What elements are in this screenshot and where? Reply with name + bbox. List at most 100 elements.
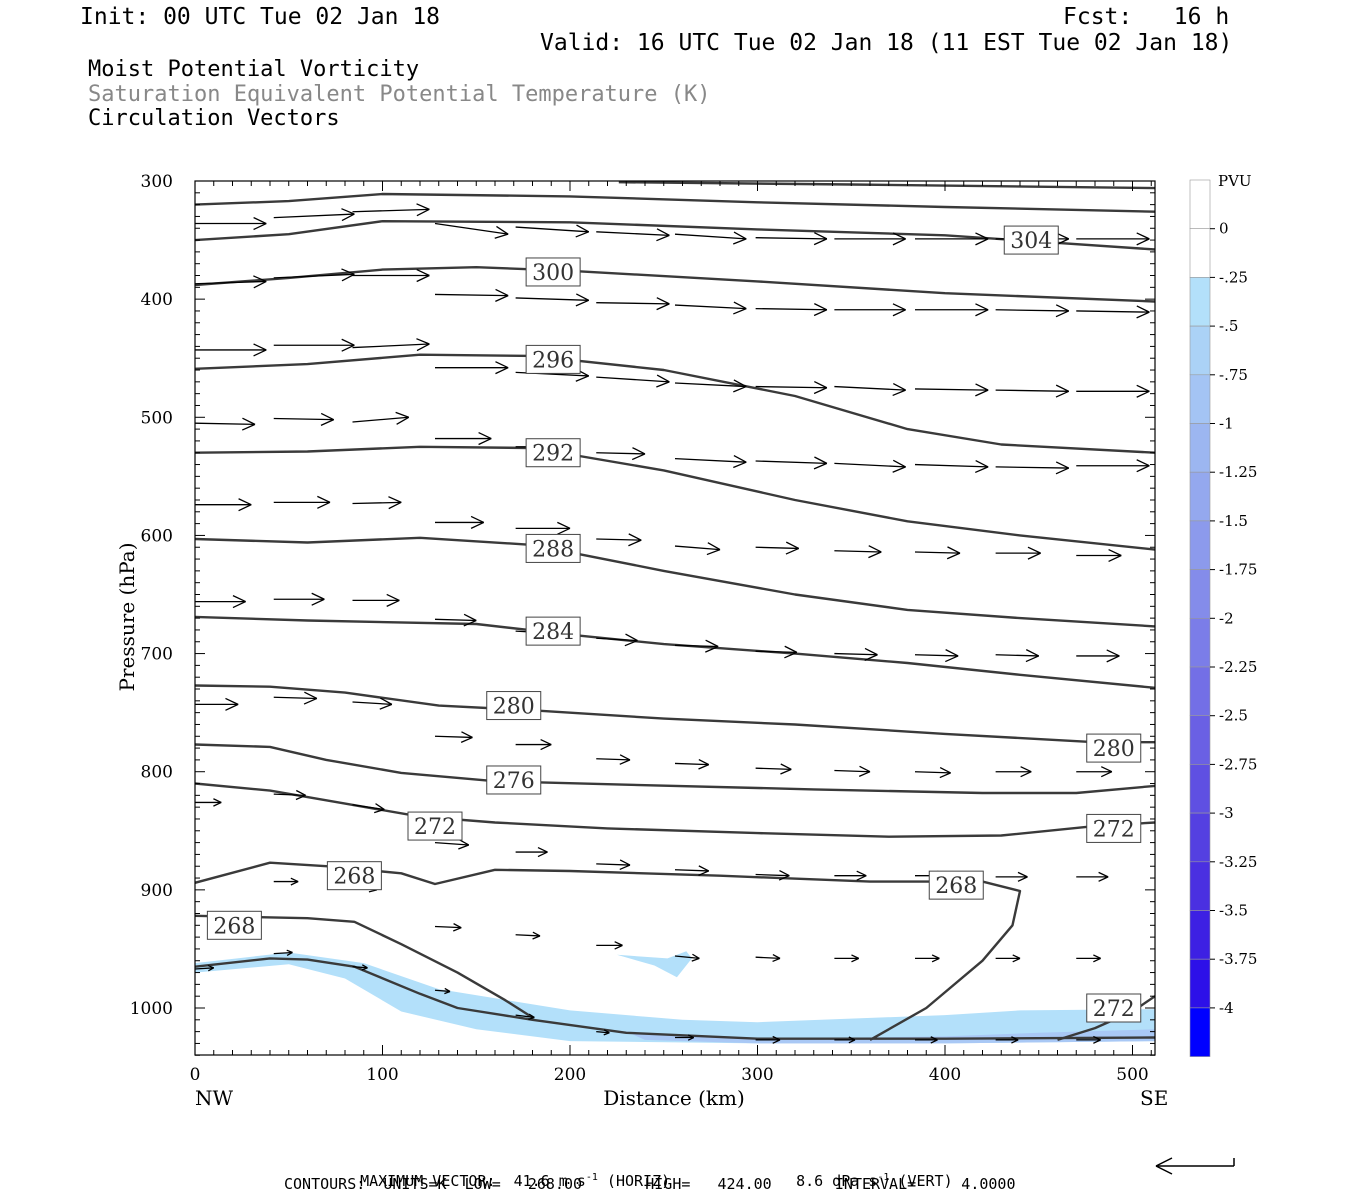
contour-label: 268 xyxy=(928,870,984,900)
vector-head xyxy=(814,232,828,240)
vector-head xyxy=(780,768,792,775)
circulation-vector xyxy=(273,949,293,957)
x-end-label-se: SE xyxy=(1140,1086,1168,1110)
vector-head xyxy=(286,949,293,954)
vector-shaft xyxy=(914,654,959,657)
vector-shaft xyxy=(194,422,256,426)
circulation-vector xyxy=(834,870,867,881)
colorbar-label: -.25 xyxy=(1219,268,1248,286)
vector-head xyxy=(1108,548,1122,557)
circulation-vector xyxy=(194,275,267,289)
contour-label-text: 292 xyxy=(532,442,574,467)
vector-head xyxy=(733,307,747,315)
contour-label-box xyxy=(1086,993,1142,1023)
circulation-vector xyxy=(755,1035,781,1044)
vector-head xyxy=(778,875,790,881)
vector-head xyxy=(975,238,989,246)
contour-label-text: 272 xyxy=(1093,817,1135,842)
circulation-vector xyxy=(755,954,781,963)
contour-308-1 xyxy=(195,192,1155,213)
contour-label-text: 268 xyxy=(333,865,375,890)
vector-head xyxy=(495,361,509,369)
contour-label: 268 xyxy=(206,910,262,940)
circulation-vector xyxy=(995,649,1040,663)
vector-head xyxy=(1055,384,1070,392)
vector-shaft xyxy=(273,417,334,421)
vector-head xyxy=(537,846,548,853)
vector-head xyxy=(1100,771,1113,778)
circulation-vector xyxy=(914,459,989,474)
vector-head xyxy=(341,273,355,282)
colorbar-swatch xyxy=(1189,910,1211,960)
contour-label-text: 280 xyxy=(493,695,535,720)
circulation-vector xyxy=(1076,305,1150,319)
max-vector-vert-prefix: 8.6 dPa s xyxy=(796,1172,878,1190)
vector-head xyxy=(532,935,541,940)
contour-label: 296 xyxy=(525,344,581,374)
vector-shaft xyxy=(194,280,267,285)
circulation-vector xyxy=(834,647,878,661)
vector-head xyxy=(1017,871,1028,878)
vector-shaft xyxy=(834,462,906,468)
max-vector-vert-text: 8.6 dPa s-1 (VERT) xyxy=(778,1158,953,1189)
circulation-vector xyxy=(995,954,1021,963)
vector-shaft xyxy=(674,644,719,648)
circulation-vector xyxy=(596,228,670,242)
contour-label-box xyxy=(486,691,542,721)
circulation-vector xyxy=(352,411,410,425)
circulation-vector xyxy=(834,232,906,246)
vector-head xyxy=(1020,771,1032,778)
circulation-vector xyxy=(834,303,906,317)
contour-label-box xyxy=(525,616,581,646)
vector-head xyxy=(463,619,477,627)
circulation-vector xyxy=(995,384,1070,398)
vector-shaft xyxy=(273,213,355,219)
circulation-vector xyxy=(755,232,828,246)
vector-head xyxy=(361,967,368,971)
circulation-vector xyxy=(1076,232,1150,246)
circulation-vector xyxy=(273,208,355,222)
vector-head xyxy=(341,338,355,346)
circulation-vector xyxy=(995,546,1041,560)
vector-head xyxy=(341,208,355,215)
vector-head xyxy=(892,232,906,240)
colorbar-swatch xyxy=(1189,277,1211,327)
contour-268-11 xyxy=(195,861,1022,1041)
vector-head xyxy=(772,1035,781,1041)
vector-head xyxy=(772,954,781,959)
vector-head xyxy=(930,1039,938,1044)
vector-head xyxy=(303,697,318,705)
vector-shaft xyxy=(755,307,827,311)
vector-head xyxy=(1108,554,1122,563)
vector-head xyxy=(395,411,409,418)
vector-head xyxy=(341,268,355,275)
colorbar-label: -2.75 xyxy=(1219,755,1257,773)
vector-shaft xyxy=(352,343,430,349)
circulation-vector xyxy=(273,592,325,606)
vector-shaft xyxy=(515,297,589,301)
circulation-vector xyxy=(834,765,871,777)
vector-shaft xyxy=(596,1030,610,1034)
contour-label: 272 xyxy=(1086,813,1142,843)
vector-shaft xyxy=(995,389,1069,392)
vector-head xyxy=(557,521,571,529)
contour-label-text: 268 xyxy=(213,914,255,939)
vector-head xyxy=(975,389,989,397)
vector-shaft xyxy=(596,758,631,761)
vector-shaft xyxy=(674,304,747,310)
circulation-vector xyxy=(352,268,430,283)
valid-time: Valid: 16 UTC Tue 02 Jan 18 (11 EST Tue … xyxy=(540,30,1233,56)
vector-head xyxy=(253,349,267,357)
vector-head xyxy=(946,552,961,560)
colorbar-swatch xyxy=(1189,325,1211,376)
circulation-vector xyxy=(434,222,509,239)
vector-head xyxy=(856,875,867,881)
circulation-vector xyxy=(515,931,541,940)
vector-head xyxy=(1106,655,1120,663)
contour-label: 304 xyxy=(1003,225,1059,255)
contour-284-7 xyxy=(195,615,1155,689)
vector-head xyxy=(444,987,451,993)
colorbar-swatch xyxy=(1189,179,1211,230)
circulation-vector xyxy=(915,303,989,317)
circulation-vector xyxy=(596,374,670,388)
